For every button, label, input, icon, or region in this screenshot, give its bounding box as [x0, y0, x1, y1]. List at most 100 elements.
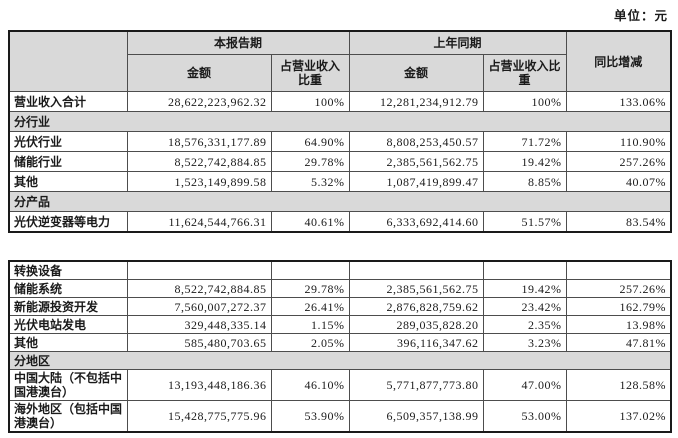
cell-value: 8,522,742,884.85 [126, 151, 272, 172]
row-label: 营业收入合计 [8, 91, 128, 112]
cell-value [565, 260, 672, 280]
table-body: 转换设备 储能系统 8,522,742,884.85 29.78% 2,385,561,… [8, 260, 672, 433]
row-label: 新能源投资开发 [8, 297, 128, 316]
cell-value: 40.61% [270, 211, 350, 233]
table-row: 光伏行业 18,576,331,177.89 64.90% 8,808,253,450… [8, 131, 672, 152]
col-header-amount-current: 金额 [126, 54, 272, 92]
header-row-periods: 本报告期 上年同期 同比增减 [8, 30, 672, 92]
cell-value [482, 260, 567, 280]
row-label: 其他 [8, 333, 128, 352]
cell-value: 8,808,253,450.57 [348, 131, 484, 152]
revenue-breakdown-table: 本报告期 上年同期 同比增减 金额 占营业收入比重 金额 占营业收入比重 营业收… [8, 30, 673, 233]
cell-value: 13,193,448,186.36 [126, 369, 272, 401]
col-header-share-prior: 占营业收入比重 [482, 54, 567, 92]
cell-value: 100% [270, 91, 350, 112]
header-row-subcolumns: 金额 占营业收入比重 金额 占营业收入比重 [9, 54, 671, 92]
table-header: 本报告期 上年同期 同比增减 金额 占营业收入比重 金额 占营业收入比重 [8, 30, 672, 92]
revenue-breakdown-table-continued: 转换设备 储能系统 8,522,742,884.85 29.78% 2,385,561,… [8, 260, 672, 433]
cell-value: 46.10% [270, 369, 350, 401]
table-row: 中国大陆（不包括中国港澳台） 13,193,448,186.36 46.10% 5,7… [8, 369, 672, 401]
cell-value: 7,560,007,272.37 [126, 297, 272, 316]
cell-value: 6,509,357,138.99 [348, 400, 484, 433]
row-label: 转换设备 [8, 260, 128, 280]
table-row: 储能系统 8,522,742,884.85 29.78% 2,385,561,562.… [8, 279, 672, 298]
cell-value: 5,771,877,773.80 [348, 369, 484, 401]
cell-value: 6,333,692,414.60 [348, 211, 484, 233]
cell-value [270, 260, 350, 280]
cell-value: 53.00% [482, 400, 567, 433]
table-row: 其他 1,523,149,899.58 5.32% 1,087,419,899.47 8… [8, 171, 672, 192]
cell-value: 2,385,561,562.75 [348, 151, 484, 172]
cell-value: 19.42% [482, 279, 567, 298]
cell-value: 15,428,775,775.96 [126, 400, 272, 433]
cell-value: 28,622,223,962.32 [126, 91, 272, 112]
corner-header-cell [8, 30, 128, 92]
cell-value: 19.42% [482, 151, 567, 172]
cell-value: 47.00% [482, 369, 567, 401]
cell-value: 29.78% [270, 279, 350, 298]
table-row: 转换设备 [8, 260, 672, 280]
cell-value: 71.72% [482, 131, 567, 152]
table-row: 营业收入合计 28,622,223,962.32 100% 12,281,234,91… [8, 91, 672, 112]
cell-value: 5.32% [270, 171, 350, 192]
cell-value: 137.02% [565, 400, 672, 433]
row-label: 储能行业 [8, 151, 128, 172]
cell-value: 257.26% [565, 151, 672, 172]
col-header-yoy-change: 同比增减 [565, 30, 672, 92]
col-header-share-current: 占营业收入比重 [270, 54, 350, 92]
cell-value: 100% [482, 91, 567, 112]
cell-value: 83.54% [565, 211, 672, 233]
row-label: 中国大陆（不包括中国港澳台） [8, 369, 128, 401]
cell-value: 53.90% [270, 400, 350, 433]
row-label: 光伏电站发电 [8, 315, 128, 334]
cell-value: 1,087,419,899.47 [348, 171, 484, 192]
cell-value: 1,523,149,899.58 [126, 171, 272, 192]
cell-value [126, 260, 272, 280]
cell-value: 29.78% [270, 151, 350, 172]
cell-value: 51.57% [482, 211, 567, 233]
cell-value: 13.98% [565, 315, 672, 334]
table-body: 营业收入合计 28,622,223,962.32 100% 12,281,234,91… [8, 91, 672, 233]
col-header-prior-period: 上年同期 [348, 30, 567, 55]
cell-value: 3.23% [482, 333, 567, 352]
section-label: 分行业 [8, 111, 672, 132]
cell-value: 23.42% [482, 297, 567, 316]
cell-value: 2.35% [482, 315, 567, 334]
cell-value: 329,448,335.14 [126, 315, 272, 334]
table-row: 储能行业 8,522,742,884.85 29.78% 2,385,561,562.… [8, 151, 672, 172]
table-row: 光伏电站发电 329,448,335.14 1.15% 289,035,828.20 2… [8, 315, 672, 334]
section-row: 分行业 [8, 111, 672, 132]
cell-value: 2,876,828,759.62 [348, 297, 484, 316]
cell-value: 18,576,331,177.89 [126, 131, 272, 152]
cell-value: 26.41% [270, 297, 350, 316]
unit-label: 单位：元 [613, 9, 668, 23]
cell-value: 8,522,742,884.85 [126, 279, 272, 298]
cell-value: 110.90% [565, 131, 672, 152]
section-row: 分地区 [8, 351, 672, 370]
table-row: 海外地区（包括中国港澳台） 15,428,775,775.96 53.90% 6,50… [8, 400, 672, 433]
cell-value: 257.26% [565, 279, 672, 298]
cell-value: 12,281,234,912.79 [348, 91, 484, 112]
section-label: 分地区 [8, 351, 672, 370]
cell-value: 133.06% [565, 91, 672, 112]
cell-value: 2.05% [270, 333, 350, 352]
section-row: 分产品 [8, 191, 672, 212]
row-label: 其他 [8, 171, 128, 192]
row-label: 储能系统 [8, 279, 128, 298]
col-header-amount-prior: 金额 [348, 54, 484, 92]
cell-value: 8.85% [482, 171, 567, 192]
section-label: 分产品 [8, 191, 672, 212]
cell-value: 162.79% [565, 297, 672, 316]
cell-value: 585,480,703.65 [126, 333, 272, 352]
cell-value: 2,385,561,562.75 [348, 279, 484, 298]
cell-value: 47.81% [565, 333, 672, 352]
cell-value: 64.90% [270, 131, 350, 152]
table-row: 光伏逆变器等电力 11,624,544,766.31 40.61% 6,333,692… [8, 211, 672, 233]
cell-value: 1.15% [270, 315, 350, 334]
cell-value: 289,035,828.20 [348, 315, 484, 334]
table-row: 其他 585,480,703.65 2.05% 396,116,347.62 3.23%… [8, 333, 672, 352]
cell-value: 396,116,347.62 [348, 333, 484, 352]
cell-value: 40.07% [565, 171, 672, 192]
cell-value [348, 260, 484, 280]
